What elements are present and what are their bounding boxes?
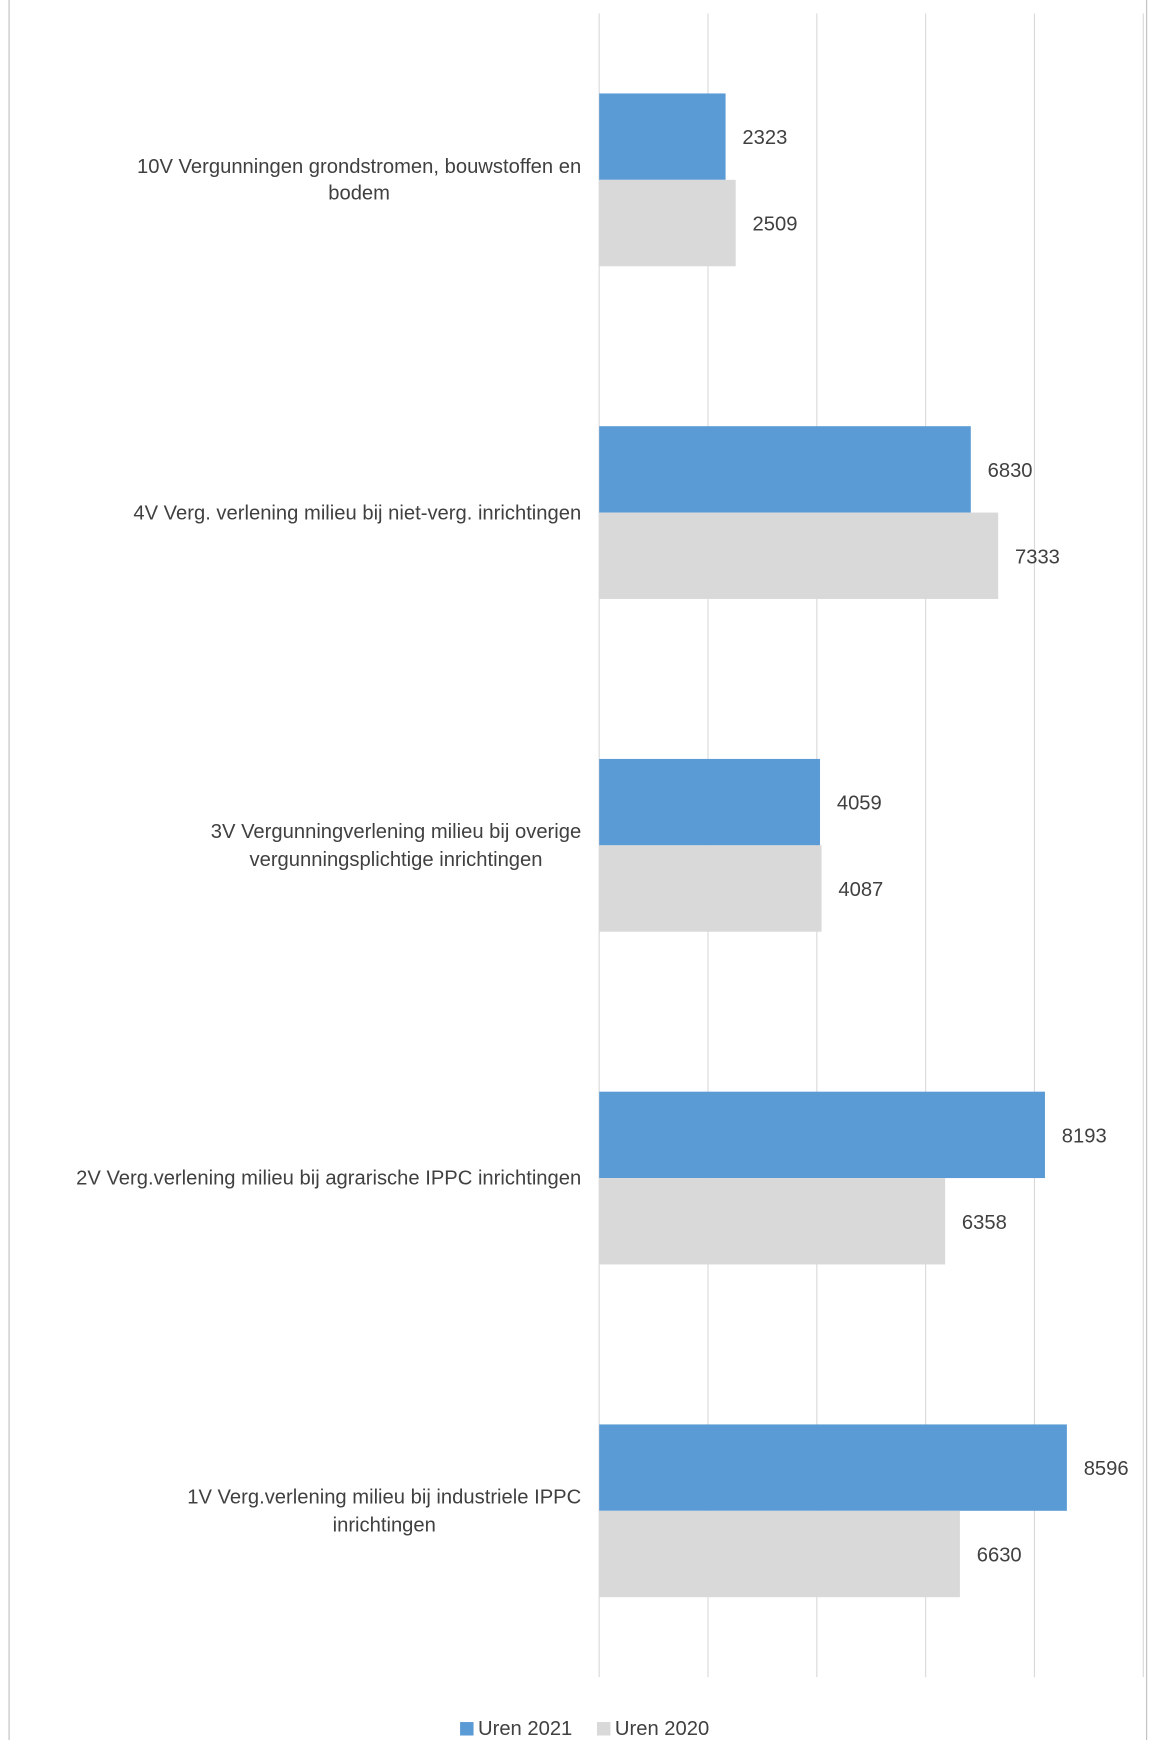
y-tick-label: 10V Vergunningen grondstromen, bouwstoff… — [137, 154, 582, 205]
category-label-row: 3V Vergunningverlening milieu bij overig… — [20, 778, 581, 913]
category-label-box: 3V Vergunningverlening milieu bij overig… — [20, 778, 581, 913]
legend-swatch — [596, 1722, 611, 1736]
data-label: 4059 — [837, 793, 882, 815]
y-tick-label: 2V Verg.verlening milieu bij agrarische … — [76, 1166, 582, 1190]
bar — [599, 845, 822, 932]
category-label-row: 4V Verg. verlening milieu bij niet-verg.… — [20, 445, 581, 580]
data-label: 8596 — [1084, 1458, 1129, 1480]
category-label-box: 4V Verg. verlening milieu bij niet-verg.… — [20, 445, 581, 580]
category-label-row: 10V Vergunningen grondstromen, bouwstoff… — [20, 113, 581, 248]
chart-border — [8, 0, 1148, 1740]
data-label: 6630 — [977, 1545, 1022, 1567]
bar — [599, 1178, 946, 1265]
bar — [599, 93, 726, 180]
data-label: 6358 — [962, 1212, 1007, 1234]
data-label: 8193 — [1062, 1125, 1107, 1147]
legend-swatch — [460, 1722, 474, 1736]
category-label-box: 2V Verg.verlening milieu bij agrarische … — [20, 1111, 581, 1246]
bar — [599, 426, 971, 513]
y-tick-label: 4V Verg. verlening milieu bij niet-verg.… — [133, 501, 582, 524]
y-tick-label: 3V Vergunningverlening milieu bij overig… — [210, 820, 582, 870]
data-label: 7333 — [1015, 546, 1060, 568]
bar — [599, 179, 736, 267]
category-label-box: 1V Verg.verlening milieu bij industriele… — [20, 1443, 581, 1578]
bar — [599, 1510, 960, 1598]
bar — [599, 1091, 1045, 1179]
y-tick-label: 1V Verg.verlening milieu bij industriele… — [187, 1485, 582, 1536]
bar — [599, 1424, 1067, 1511]
bar — [599, 758, 821, 846]
category-label-row: 1V Verg.verlening milieu bij industriele… — [20, 1443, 581, 1578]
data-label: 4087 — [838, 879, 883, 901]
legend-label: Uren 2020 — [615, 1718, 709, 1740]
legend-label: Uren 2021 — [478, 1718, 572, 1740]
category-label-row: 2V Verg.verlening milieu bij agrarische … — [20, 1111, 581, 1246]
data-label: 2509 — [753, 214, 798, 236]
data-label: 2323 — [742, 127, 787, 149]
data-label: 6830 — [988, 460, 1033, 482]
category-label-box: 10V Vergunningen grondstromen, bouwstoff… — [20, 113, 581, 248]
bar — [599, 512, 999, 599]
